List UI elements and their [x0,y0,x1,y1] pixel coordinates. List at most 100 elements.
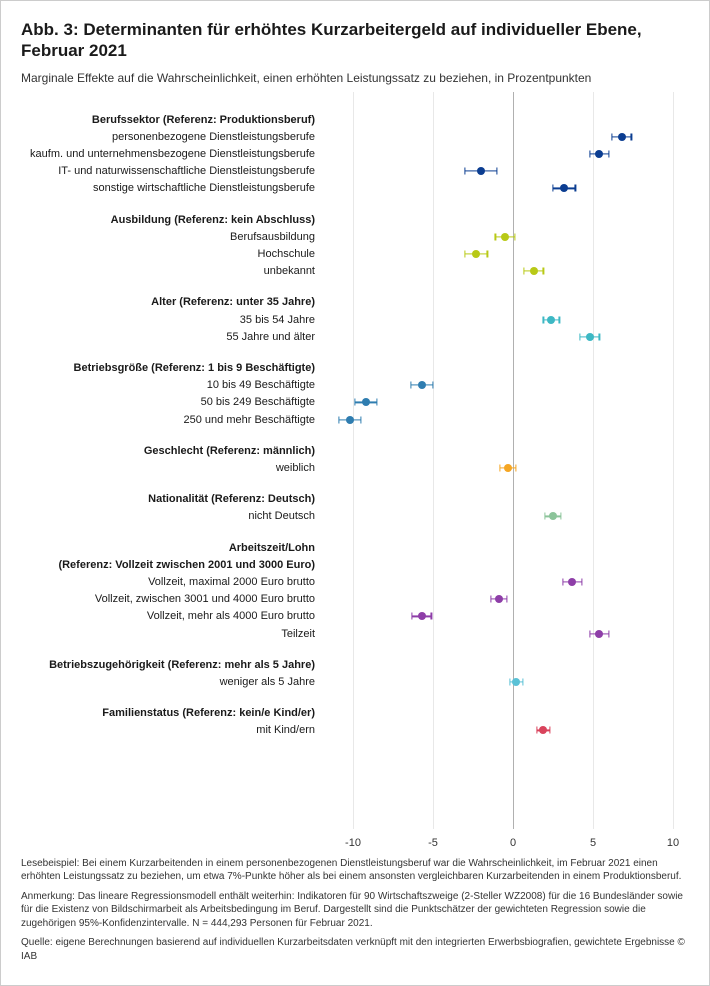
ci-cap [612,133,613,140]
point-estimate [362,398,370,406]
point-estimate [512,678,520,686]
item-label: IT- und naturwissenschaftliche Dienstlei… [58,165,315,177]
item-label: 250 und mehr Beschäftigte [184,414,315,426]
ci-cap [544,513,545,520]
point-estimate [560,184,568,192]
group-header: Ausbildung (Referenz: kein Abschluss) [111,214,315,226]
group-subheader: (Referenz: Vollzeit zwischen 2001 und 30… [58,559,315,571]
ci-cap [549,727,550,734]
point-estimate [418,381,426,389]
ci-cap [338,416,339,423]
item-label: 55 Jahre und älter [226,331,315,343]
ci-cap [599,333,600,340]
item-label: nicht Deutsch [248,510,315,522]
point-estimate [586,333,594,341]
grid-line [353,92,354,829]
item-label: mit Kind/ern [256,724,315,736]
point-estimate [618,133,626,141]
grid-line [673,92,674,829]
labels-column: Berufssektor (Referenz: Produktionsberuf… [21,92,321,857]
group-header: Nationalität (Referenz: Deutsch) [148,493,315,505]
item-label: personenbezogene Dienstleistungsberufe [112,131,315,143]
ci-cap [487,251,488,258]
ci-cap [410,382,411,389]
ci-cap [631,133,632,140]
point-estimate [418,612,426,620]
item-label: Hochschule [258,248,315,260]
point-estimate [568,578,576,586]
ci-cap [589,630,590,637]
ci-cap [589,151,590,158]
ci-cap [496,168,497,175]
ci-cap [490,596,491,603]
figure-title: Abb. 3: Determinanten für erhöhtes Kurza… [21,19,689,62]
item-label: weiblich [276,462,315,474]
ci-cap [376,399,377,406]
ci-cap [575,185,576,192]
ci-cap [608,630,609,637]
ci-cap [543,268,544,275]
point-estimate [547,316,555,324]
point-estimate [472,250,480,258]
ci-cap [560,513,561,520]
ci-cap [580,333,581,340]
footnote-quelle: Quelle: eigene Berechnungen basierend au… [21,936,689,963]
item-label: kaufm. und unternehmensbezogene Dienstle… [30,148,315,160]
item-label: Teilzeit [281,628,315,640]
ci-cap [522,679,523,686]
footnotes: Lesebeispiel: Bei einem Kurzarbeitenden … [21,857,689,970]
group-header: Betriebsgröße (Referenz: 1 bis 9 Beschäf… [74,362,315,374]
point-estimate [477,167,485,175]
plot-area: Berufssektor (Referenz: Produktionsberuf… [21,92,689,857]
figure-subtitle: Marginale Effekte auf die Wahrscheinlich… [21,70,689,86]
ci-cap [559,316,560,323]
group-header: Geschlecht (Referenz: männlich) [144,445,315,457]
ci-cap [562,579,563,586]
grid-line [593,92,594,829]
group-header: Familienstatus (Referenz: kein/e Kind/er… [102,707,315,719]
point-estimate [539,726,547,734]
point-estimate [530,267,538,275]
x-tick-label: 10 [667,837,679,849]
ci-cap [543,316,544,323]
ci-cap [360,416,361,423]
x-tick-label: 0 [510,837,516,849]
chart-column: -10 -5 0 5 10 [321,92,689,857]
point-estimate [549,512,557,520]
item-label: Vollzeit, zwischen 3001 und 4000 Euro br… [95,593,315,605]
ci-cap [524,268,525,275]
footnote-lesebeispiel: Lesebeispiel: Bei einem Kurzarbeitenden … [21,857,689,884]
point-estimate [495,595,503,603]
ci-cap [412,613,413,620]
group-header: Arbeitszeit/Lohn [229,542,315,554]
item-label: weniger als 5 Jahre [220,676,315,688]
figure-container: Abb. 3: Determinanten für erhöhtes Kurza… [0,0,710,986]
ci-cap [608,151,609,158]
item-label: Vollzeit, maximal 2000 Euro brutto [148,576,315,588]
ci-cap [506,596,507,603]
item-label: Vollzeit, mehr als 4000 Euro brutto [147,610,315,622]
x-tick-label: -10 [345,837,361,849]
item-label: sonstige wirtschaftliche Dienstleistungs… [93,182,315,194]
group-header: Berufssektor (Referenz: Produktionsberuf… [92,114,315,126]
item-label: 35 bis 54 Jahre [240,314,315,326]
ci-cap [581,579,582,586]
ci-cap [552,185,553,192]
ci-cap [495,233,496,240]
x-tick-label: -5 [428,837,438,849]
ci-cap [431,613,432,620]
ci-cap [516,465,517,472]
ci-cap [354,399,355,406]
zero-line [513,92,514,829]
ci-cap [432,382,433,389]
footnote-anmerkung: Anmerkung: Das lineare Regressionsmodell… [21,890,689,931]
group-header: Alter (Referenz: unter 35 Jahre) [151,296,315,308]
point-estimate [501,233,509,241]
point-estimate [595,150,603,158]
item-label: 50 bis 249 Beschäftigte [201,396,315,408]
ci-cap [536,727,537,734]
point-estimate [346,416,354,424]
grid-line [433,92,434,829]
x-tick-label: 5 [590,837,596,849]
item-label: Berufsausbildung [230,231,315,243]
